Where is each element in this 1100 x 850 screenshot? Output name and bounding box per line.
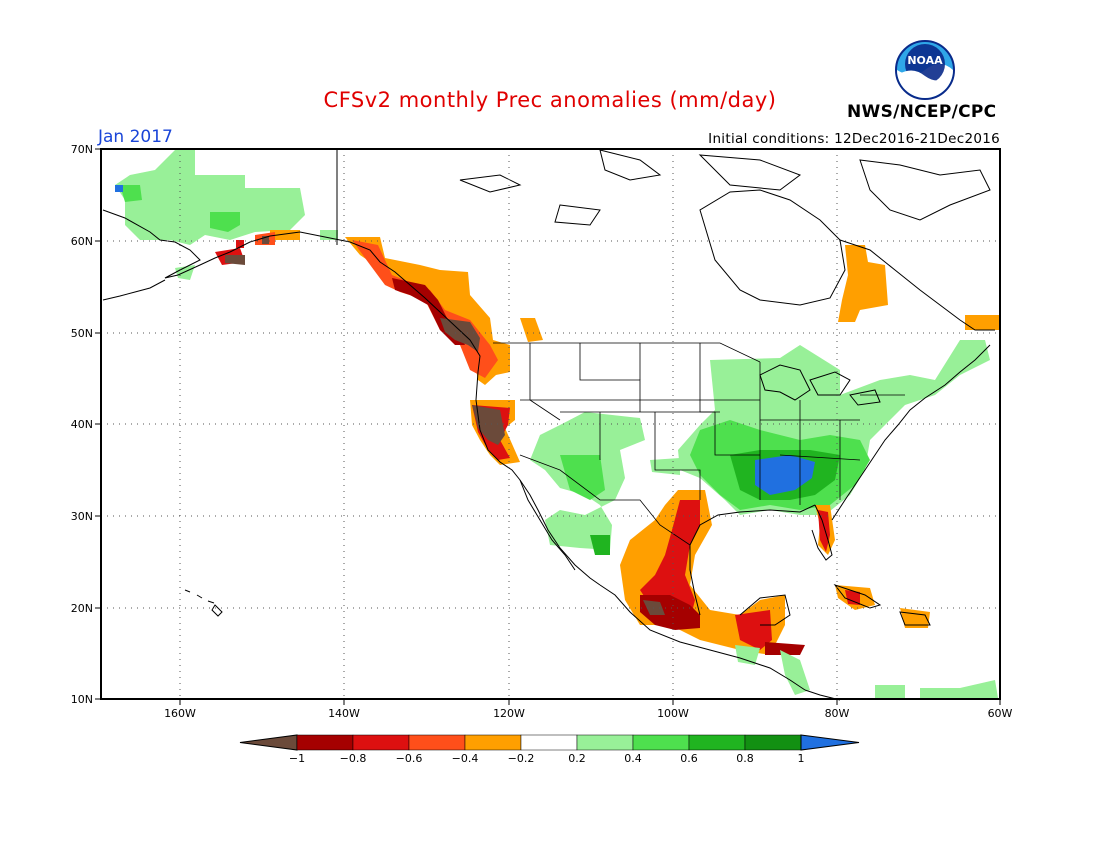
colorbar-label: 0.6 (680, 752, 698, 765)
agency-label: NWS/NCEP/CPC (847, 102, 997, 122)
initial-conditions: Initial conditions: 12Dec2016-21Dec2016 (708, 131, 1000, 147)
colorbar-label: 0.2 (568, 752, 586, 765)
lon-label: 140W (328, 707, 360, 720)
colorbar-label: −0.4 (452, 752, 479, 765)
svg-text:NOAA: NOAA (907, 54, 943, 67)
colorbar-swatch (520, 734, 578, 751)
lon-label: 80W (825, 707, 850, 720)
borders (493, 342, 905, 546)
colorbar-swatch (464, 734, 522, 751)
colorbar-label: 1 (798, 752, 805, 765)
colorbar-label: −1 (289, 752, 305, 765)
lat-labels: 70N 60N 50N 40N 30N 20N 10N (71, 143, 93, 706)
chart-title: CFSv2 monthly Prec anomalies (mm/day) (323, 88, 777, 112)
lon-labels: 160W 140W 120W 100W 80W 60W (164, 707, 1012, 720)
noaa-logo: NOAA (895, 40, 955, 100)
tick-marks (95, 148, 1001, 705)
colorbar-swatch (408, 734, 466, 751)
lon-label: 100W (657, 707, 689, 720)
lat-label: 10N (71, 693, 93, 706)
colorbar-swatch (632, 734, 690, 751)
colorbar-swatch (744, 734, 802, 751)
colorbar-label: −0.8 (340, 752, 367, 765)
lat-label: 30N (71, 510, 93, 523)
colorbar-labels: −1 −0.8 −0.6 −0.4 −0.2 0.2 0.4 0.6 0.8 1 (289, 752, 805, 765)
colorbar (239, 734, 860, 751)
colorbar-label: −0.6 (396, 752, 423, 765)
lat-label: 20N (71, 602, 93, 615)
lon-label: 160W (164, 707, 196, 720)
lat-label: 40N (71, 418, 93, 431)
colorbar-swatch (576, 734, 634, 751)
colorbar-label: 0.8 (736, 752, 754, 765)
lat-label: 70N (71, 143, 93, 156)
colorbar-label: −0.2 (508, 752, 535, 765)
anomaly-patches (115, 150, 1000, 698)
colorbar-arrow-high (800, 734, 860, 751)
colorbar-swatch (296, 734, 354, 751)
colorbar-arrow-low (239, 734, 298, 751)
forecast-month: Jan 2017 (98, 127, 173, 147)
lat-label: 50N (71, 327, 93, 340)
lon-label: 120W (493, 707, 525, 720)
lat-label: 60N (71, 235, 93, 248)
coastlines (102, 149, 995, 701)
colorbar-swatch (688, 734, 746, 751)
colorbar-swatch (352, 734, 410, 751)
lon-label: 60W (988, 707, 1013, 720)
colorbar-label: 0.4 (624, 752, 642, 765)
